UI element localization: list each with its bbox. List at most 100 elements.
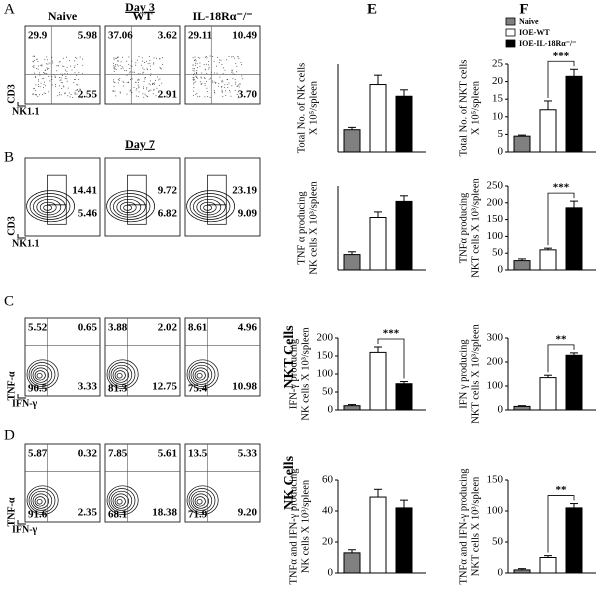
contour — [110, 364, 133, 385]
event-dot — [74, 65, 76, 67]
event-dot — [162, 64, 164, 66]
event-dot — [204, 78, 206, 80]
y-tick-label: 150 — [487, 474, 504, 486]
event-dot — [124, 69, 126, 71]
plot-events — [186, 359, 219, 389]
event-dot — [144, 78, 146, 80]
event-dot — [43, 77, 45, 79]
y-axis-label: TNFα producing — [458, 192, 469, 263]
event-dot — [221, 89, 223, 91]
event-dot — [141, 57, 143, 59]
gate — [127, 204, 147, 225]
event-dot — [51, 60, 53, 62]
event-dot — [126, 93, 128, 95]
event-dot — [220, 59, 222, 61]
event-dot — [59, 79, 61, 81]
event-dot — [75, 90, 77, 92]
gate-percentage: 5.33 — [238, 448, 258, 460]
event-dot — [242, 78, 244, 80]
event-dot — [204, 69, 206, 71]
plot-frame — [104, 443, 181, 523]
event-dot — [208, 67, 210, 69]
gate-percentage: 71.9 — [188, 509, 208, 521]
event-dot — [216, 65, 218, 67]
legend-swatch — [505, 17, 516, 26]
event-dot — [37, 68, 39, 70]
event-dot — [54, 84, 56, 86]
event-dot — [67, 87, 69, 89]
contour — [106, 190, 155, 223]
event-dot — [41, 78, 43, 80]
contour — [112, 493, 129, 509]
event-dot — [156, 87, 158, 89]
contour — [116, 198, 142, 216]
gate-percentage: 5.98 — [78, 30, 98, 42]
y-tick-label: 20 — [492, 75, 504, 87]
event-dot — [145, 94, 147, 96]
event-dot — [73, 66, 75, 68]
event-dot — [32, 55, 34, 57]
bar — [513, 135, 531, 153]
event-dot — [117, 65, 119, 67]
event-dot — [113, 67, 115, 69]
event-dot — [203, 64, 205, 66]
event-dot — [159, 67, 161, 69]
gate-percentage: 2.55 — [78, 89, 98, 101]
plot-events — [106, 485, 139, 515]
event-dot — [129, 89, 131, 91]
event-dot — [231, 71, 233, 73]
event-dot — [126, 74, 128, 76]
event-dot — [112, 62, 114, 64]
event-dot — [78, 72, 80, 74]
event-dot — [70, 93, 72, 95]
event-dot — [206, 73, 208, 75]
event-dot — [193, 87, 195, 89]
event-dot — [149, 68, 151, 70]
event-dot — [113, 86, 115, 88]
y-tick-label: 15 — [492, 93, 504, 105]
event-dot — [56, 70, 58, 72]
event-dot — [62, 57, 64, 59]
contour — [32, 493, 49, 509]
event-dot — [135, 62, 137, 64]
panel-letter: E — [367, 1, 377, 17]
event-dot — [69, 96, 71, 98]
event-dot — [34, 55, 36, 57]
contour — [26, 485, 59, 515]
event-dot — [113, 65, 115, 67]
contour — [116, 498, 123, 505]
event-dot — [194, 59, 196, 61]
contour — [186, 485, 219, 515]
event-dot — [225, 94, 227, 96]
event-dot — [71, 69, 73, 71]
event-dot — [158, 92, 160, 94]
event-dot — [149, 59, 151, 61]
axis-arrow — [17, 520, 26, 525]
event-dot — [128, 63, 130, 65]
event-dot — [126, 60, 128, 62]
contour — [193, 196, 226, 218]
event-dot — [39, 86, 41, 88]
event-dot — [234, 78, 236, 80]
event-dot — [206, 87, 208, 89]
gate-percentage: 14.41 — [72, 184, 97, 196]
event-dot — [51, 84, 53, 86]
axis-arrow — [17, 394, 26, 399]
event-dot — [208, 78, 210, 80]
plot-frame — [104, 157, 181, 237]
event-dot — [149, 62, 151, 64]
plot-events — [186, 485, 219, 515]
panel-letter: A — [4, 1, 15, 17]
event-dot — [76, 84, 78, 86]
y-tick-label: 0 — [498, 146, 504, 158]
event-dot — [76, 89, 78, 91]
gate-percentage: 0.65 — [78, 322, 98, 334]
legend-label: Naive — [519, 17, 539, 26]
significance-bracket — [547, 192, 575, 246]
event-dot — [38, 79, 40, 81]
event-dot — [214, 81, 216, 83]
event-dot — [239, 83, 241, 85]
y-axis-label: CD3 — [6, 216, 17, 235]
event-dot — [235, 63, 237, 65]
contour — [28, 488, 56, 513]
